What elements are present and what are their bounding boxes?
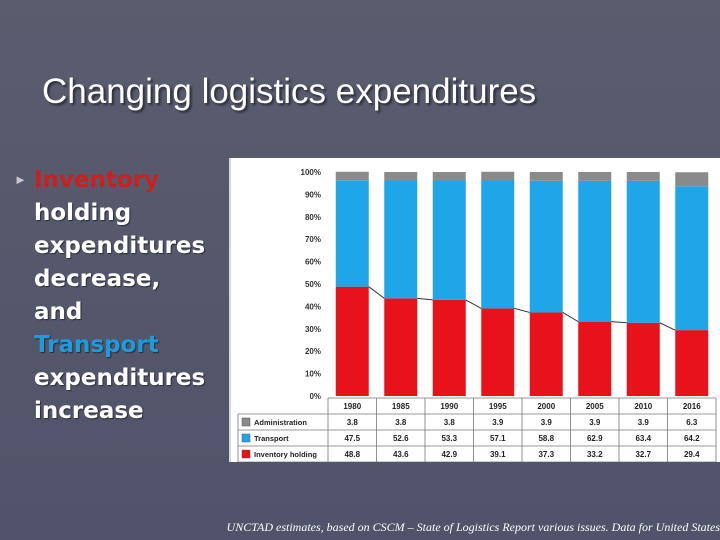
data-label: 64.2	[684, 434, 700, 443]
x-tick-label: 1985	[392, 402, 410, 411]
connector-line	[368, 286, 385, 299]
y-tick-label: 90%	[305, 190, 321, 199]
x-tick-label: 2000	[537, 402, 555, 411]
legend-label: Transport	[254, 434, 289, 443]
bar-segment-administration	[432, 172, 466, 181]
y-tick-label: 100%	[301, 168, 321, 177]
data-label: 3.8	[444, 418, 456, 427]
y-tick-label: 30%	[305, 325, 321, 334]
chart-panel: 0% 10% 20% 30% 40% 50% 60% 70% 80% 90% 100% 1980 198…	[229, 158, 720, 462]
bar-segment-administration	[384, 172, 418, 181]
body-line-transport: Transport	[34, 332, 159, 358]
body-line: increase	[34, 398, 144, 424]
body-line: holding	[34, 200, 132, 226]
data-label: 62.9	[587, 434, 603, 443]
data-label: 32.7	[635, 450, 651, 459]
body-line: expenditures	[34, 365, 206, 391]
x-tick-label: 1980	[343, 402, 361, 411]
connector-line	[562, 312, 579, 323]
bar-segment-inventory-holding	[384, 298, 418, 396]
source-caption: UNCTAD estimates, based on CSCM – State …	[226, 520, 720, 534]
body-line: decrease,	[34, 266, 161, 292]
bar-segment-transport	[675, 186, 709, 331]
bar-segment-inventory-holding	[481, 308, 515, 396]
data-label: 3.8	[395, 418, 407, 427]
bar-segment-transport	[626, 180, 660, 323]
bar-segment-administration	[578, 172, 612, 181]
bar-segment-administration	[529, 172, 563, 181]
data-label: 6.3	[686, 418, 698, 427]
body-text: Inventory holding expenditures decrease,…	[34, 164, 234, 428]
y-tick-label: 50%	[305, 280, 321, 289]
data-label: 52.6	[393, 434, 409, 443]
connector-line	[417, 297, 433, 301]
data-label: 43.6	[393, 450, 409, 459]
data-label: 3.9	[492, 418, 504, 427]
legend-label: Inventory holding	[254, 450, 317, 459]
x-tick-label: 2016	[683, 402, 701, 411]
bar-segment-transport	[578, 180, 612, 322]
y-tick-label: 0%	[309, 392, 321, 401]
body-line: expenditures	[34, 233, 206, 259]
data-label: 48.8	[344, 450, 360, 459]
data-label: 53.3	[441, 434, 457, 443]
bar-segment-administration	[675, 172, 709, 187]
y-tick-label: 10%	[305, 370, 321, 379]
connector-line	[514, 307, 530, 313]
data-label: 3.9	[589, 418, 601, 427]
data-label: 37.3	[538, 450, 554, 459]
body-line-inventory: Inventory	[34, 167, 160, 193]
legend-swatch	[241, 433, 251, 443]
data-label: 58.8	[538, 434, 554, 443]
bar-segment-administration	[481, 171, 515, 181]
connector-line	[611, 321, 627, 324]
bar-segment-transport	[529, 180, 563, 313]
bar-segment-inventory-holding	[529, 312, 563, 396]
y-tick-label: 70%	[305, 235, 321, 244]
y-tick-label: 40%	[305, 302, 321, 311]
stacked-bar-chart: 0% 10% 20% 30% 40% 50% 60% 70% 80% 90% 100% 1980 198…	[237, 168, 717, 462]
connector-line	[659, 322, 676, 331]
x-tick-label: 2010	[634, 402, 652, 411]
data-label: 3.9	[638, 418, 650, 427]
data-label: 42.9	[441, 450, 457, 459]
bar-segment-administration	[626, 172, 660, 181]
y-tick-label: 20%	[305, 347, 321, 356]
data-label: 57.1	[490, 434, 506, 443]
slide-title: Changing logistics expenditures	[42, 72, 537, 111]
bar-segment-transport	[481, 180, 515, 309]
bar-segment-inventory-holding	[578, 321, 612, 396]
x-tick-label: 2005	[586, 402, 604, 411]
bar-segment-inventory-holding	[675, 330, 709, 396]
body-line: and	[34, 299, 83, 325]
data-label: 29.4	[684, 450, 700, 459]
data-label: 3.8	[347, 418, 359, 427]
x-tick-label: 1995	[489, 402, 507, 411]
data-label: 47.5	[344, 434, 360, 443]
data-label: 39.1	[490, 450, 506, 459]
legend-swatch	[241, 417, 251, 427]
bar-segment-inventory-holding	[626, 322, 660, 396]
bar-segment-transport	[335, 180, 369, 287]
data-label: 63.4	[635, 434, 651, 443]
y-tick-label: 80%	[305, 213, 321, 222]
x-tick-label: 1990	[440, 402, 458, 411]
y-tick-label: 60%	[305, 258, 321, 267]
data-label: 33.2	[587, 450, 603, 459]
bar-segment-transport	[432, 180, 466, 300]
bar-segment-transport	[384, 180, 418, 299]
bar-segment-administration	[335, 171, 369, 181]
bullet-arrow-icon: ►	[14, 172, 27, 187]
legend-label: Administration	[254, 418, 307, 427]
data-label: 3.9	[541, 418, 553, 427]
connector-line	[465, 299, 482, 309]
legend-swatch	[241, 449, 251, 459]
bar-segment-inventory-holding	[432, 299, 466, 396]
bar-segment-inventory-holding	[335, 286, 369, 396]
